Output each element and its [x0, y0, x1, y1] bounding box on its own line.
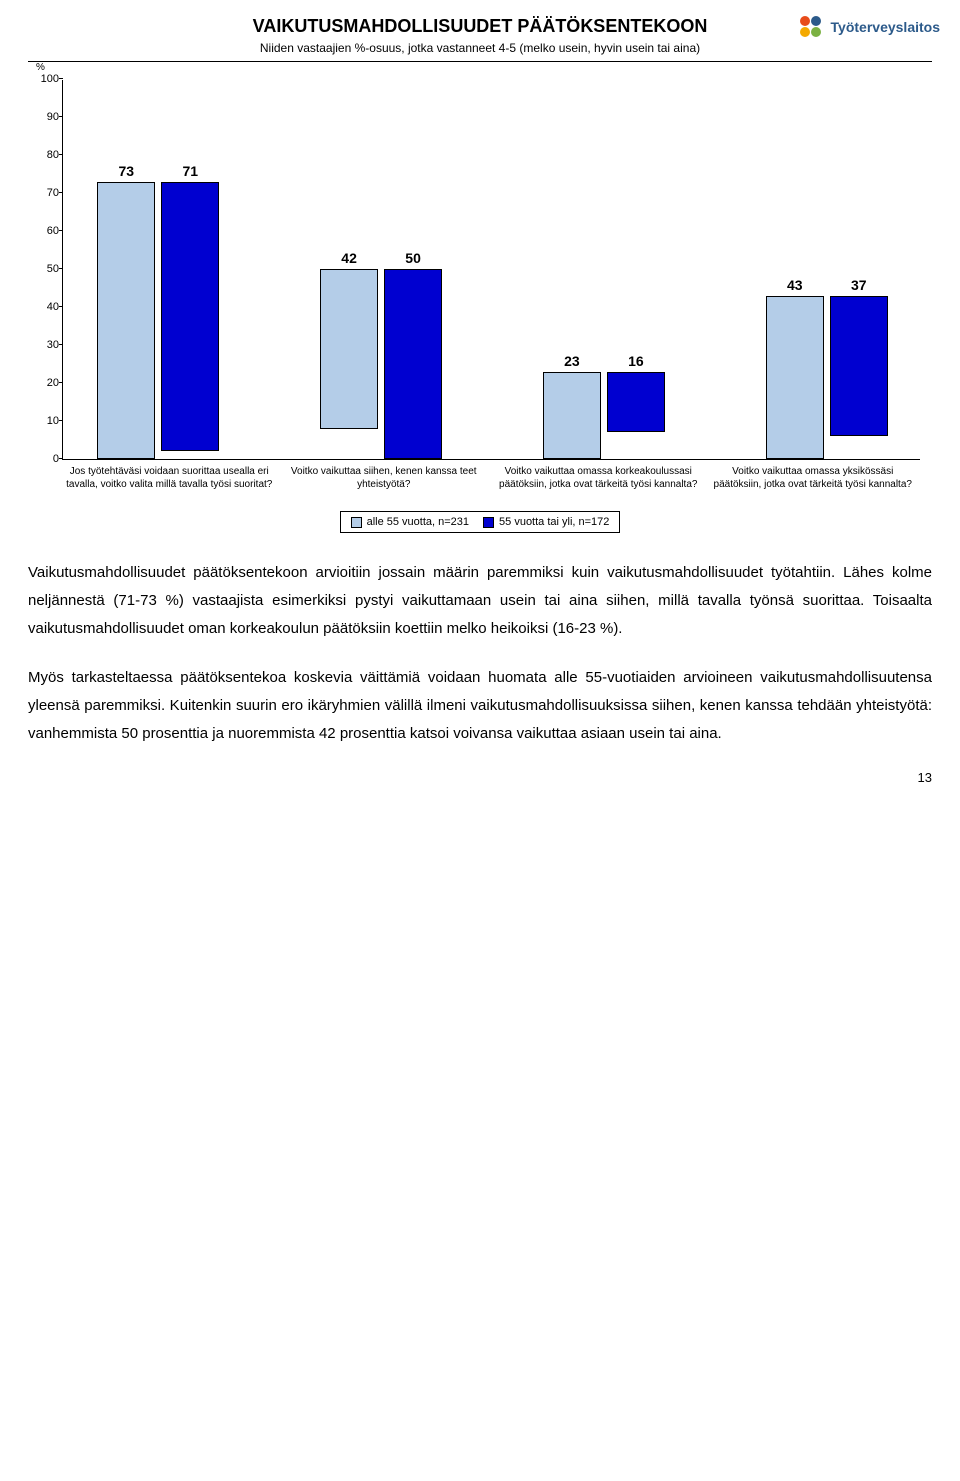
y-tick-label: 60 [35, 225, 59, 237]
plot-area: 01020304050607080901007371425023164337 [62, 80, 920, 460]
bar: 73 [97, 182, 155, 459]
bar-group: 4337 [766, 296, 888, 459]
x-tick-label: Voitko vaikuttaa omassa korkeakoulussasi… [491, 466, 706, 491]
bar-value-label: 43 [787, 277, 803, 293]
brand-logo: Työterveyslaitos [795, 12, 940, 42]
bar-value-label: 73 [118, 163, 134, 179]
paragraph: Myös tarkasteltaessa päätöksentekoa kosk… [28, 664, 932, 747]
x-tick-label: Jos työtehtäväsi voidaan suorittaa useal… [62, 466, 277, 491]
logo-dot [811, 16, 821, 26]
y-axis-unit: % [36, 62, 45, 73]
bar-group: 7371 [97, 182, 219, 459]
logo-text: Työterveyslaitos [831, 19, 940, 35]
bar: 37 [830, 296, 888, 437]
legend-swatch [351, 517, 362, 528]
bar-group: 4250 [320, 269, 442, 459]
legend-swatch [483, 517, 494, 528]
y-tick-label: 50 [35, 263, 59, 275]
bar-group: 2316 [543, 372, 665, 459]
x-tick-label: Voitko vaikuttaa omassa yksikössäsi päät… [706, 466, 921, 491]
header: VAIKUTUSMAHDOLLISUUDET PÄÄTÖKSENTEKOON N… [28, 16, 932, 62]
y-tick-label: 20 [35, 377, 59, 389]
x-axis-labels: Jos työtehtäväsi voidaan suorittaa useal… [62, 466, 920, 491]
bar: 71 [161, 182, 219, 452]
logo-dot [800, 16, 810, 26]
legend-label: alle 55 vuotta, n=231 [367, 516, 469, 528]
y-tick-label: 100 [35, 73, 59, 85]
x-tick-label: Voitko vaikuttaa siihen, kenen kanssa te… [277, 466, 492, 491]
bar: 23 [543, 372, 601, 459]
bar-value-label: 37 [851, 277, 867, 293]
y-tick-label: 30 [35, 339, 59, 351]
y-tick-label: 80 [35, 149, 59, 161]
y-tick-label: 70 [35, 187, 59, 199]
y-tick-label: 90 [35, 111, 59, 123]
bar-chart: % 01020304050607080901007371425023164337… [40, 80, 920, 491]
legend: alle 55 vuotta, n=231 55 vuotta tai yli,… [340, 511, 621, 533]
page-number: 13 [28, 770, 932, 785]
y-tick-label: 0 [35, 453, 59, 465]
bar: 16 [607, 372, 665, 433]
bar: 50 [384, 269, 442, 459]
logo-dot [800, 27, 810, 37]
logo-icon [795, 12, 825, 42]
bar-value-label: 50 [405, 250, 421, 266]
logo-dot [811, 27, 821, 37]
legend-item: 55 vuotta tai yli, n=172 [483, 516, 609, 528]
bar-value-label: 16 [628, 353, 644, 369]
chart-subtitle: Niiden vastaajien %-osuus, jotka vastann… [28, 41, 932, 55]
bar-value-label: 42 [341, 250, 357, 266]
y-tick-label: 10 [35, 415, 59, 427]
y-tick-label: 40 [35, 301, 59, 313]
paragraph: Vaikutusmahdollisuudet päätöksentekoon a… [28, 559, 932, 642]
bar: 43 [766, 296, 824, 459]
bar-value-label: 23 [564, 353, 580, 369]
bar-value-label: 71 [182, 163, 198, 179]
bar: 42 [320, 269, 378, 429]
body-text: Vaikutusmahdollisuudet päätöksentekoon a… [28, 559, 932, 748]
legend-label: 55 vuotta tai yli, n=172 [499, 516, 609, 528]
legend-item: alle 55 vuotta, n=231 [351, 516, 469, 528]
